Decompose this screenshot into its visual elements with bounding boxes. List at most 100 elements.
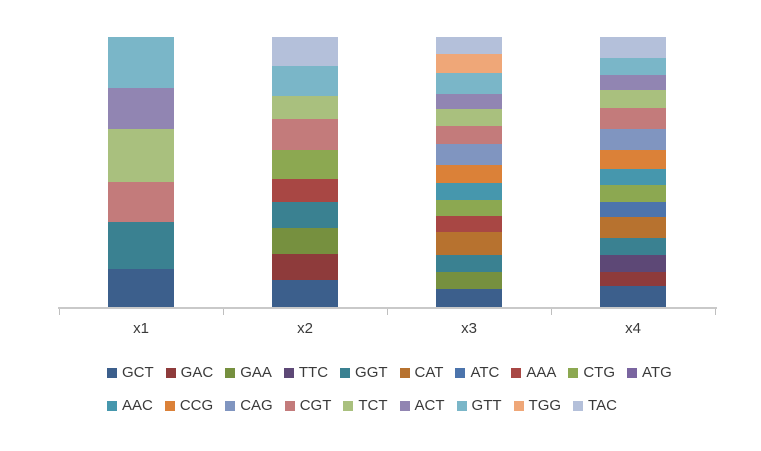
legend-swatch-icon	[165, 367, 176, 378]
segment-x2-TCT	[272, 95, 338, 119]
legend-label: ATG	[642, 364, 672, 381]
legend-item-TCT: TCT	[343, 397, 388, 414]
segment-x2-AAA	[272, 178, 338, 202]
segment-x3-GCT	[436, 288, 502, 307]
segment-x4-GAC	[600, 272, 666, 287]
legend-swatch-icon	[568, 367, 579, 378]
segment-x4-CAT	[600, 217, 666, 239]
segment-x1-TCT	[108, 128, 174, 183]
bar-x4	[600, 37, 666, 307]
segment-x3-CGT	[436, 125, 502, 145]
legend-swatch-icon	[164, 400, 175, 411]
segment-x2-GGT	[272, 201, 338, 229]
segment-x2-GCT	[272, 279, 338, 307]
segment-x3-CAG	[436, 144, 502, 165]
legend-swatch-icon	[284, 400, 295, 411]
legend-swatch-icon	[340, 367, 351, 378]
legend-swatch-icon	[513, 400, 524, 411]
legend-swatch-icon	[399, 400, 410, 411]
segment-x4-GCT	[600, 286, 666, 307]
legend-item-ATC: ATC	[455, 364, 499, 381]
segment-x4-TTC	[600, 255, 666, 273]
legend-item-GAA: GAA	[225, 364, 272, 381]
segment-x2-GAA	[272, 228, 338, 255]
legend-swatch-icon	[455, 367, 466, 378]
legend-item-CGT: CGT	[284, 397, 332, 414]
segment-x4-GTT	[600, 57, 666, 75]
legend-label: TCT	[358, 397, 388, 414]
segment-x4-CTG	[600, 185, 666, 203]
legend-swatch-icon	[343, 400, 354, 411]
bar-x2	[272, 37, 338, 307]
x-axis-tick	[551, 309, 552, 315]
segment-x3-AAA	[436, 215, 502, 233]
x-axis-line	[58, 307, 717, 309]
x-axis-tick	[59, 309, 60, 315]
legend-item-ACT: ACT	[399, 397, 445, 414]
legend-swatch-icon	[225, 400, 236, 411]
legend-swatch-icon	[627, 367, 638, 378]
segment-x2-GTT	[272, 65, 338, 96]
segment-x3-ACT	[436, 93, 502, 110]
segment-x2-CTG	[272, 150, 338, 179]
legend-item-CAG: CAG	[225, 397, 273, 414]
segment-x3-TGG	[436, 54, 502, 73]
legend-label: CGT	[299, 397, 332, 414]
segment-x2-TAC	[272, 37, 338, 66]
legend-label: AAC	[122, 397, 153, 414]
legend-label: GGT	[355, 364, 388, 381]
legend-item-AAC: AAC	[107, 397, 153, 414]
legend-item-TGG: TGG	[513, 397, 561, 414]
legend-label: CTG	[583, 364, 616, 381]
legend-item-GAC: GAC	[165, 364, 214, 381]
x-axis-tick	[715, 309, 716, 315]
segment-x4-ATC	[600, 202, 666, 218]
legend-swatch-icon	[225, 367, 236, 378]
segment-x4-TCT	[600, 90, 666, 109]
legend-label: CCG	[179, 397, 214, 414]
segment-x3-GTT	[436, 72, 502, 94]
chart-legend: GCT GAC GAA TTC GGT CAT ATC AAA CTG ATG AAC CCG CAG C…	[107, 364, 684, 430]
segment-x3-CAT	[436, 232, 502, 255]
legend-item-GCT: GCT	[107, 364, 154, 381]
segment-x4-CCG	[600, 149, 666, 169]
segment-x4-AAC	[600, 168, 666, 186]
legend-item-ATG: ATG	[627, 364, 672, 381]
segment-x3-AAC	[436, 183, 502, 200]
segment-x1-CGT	[108, 182, 174, 223]
legend-row-2: AAC CCG CAG CGT TCT ACT GTT TGG TAC	[107, 397, 684, 414]
segment-x1-ACT	[108, 88, 174, 129]
segment-x1-GCT	[108, 268, 174, 307]
segment-x3-GGT	[436, 254, 502, 273]
bar-x1	[108, 37, 174, 307]
legend-item-AAA: AAA	[511, 364, 556, 381]
legend-label: ACT	[414, 397, 445, 414]
segment-x1-GGT	[108, 222, 174, 269]
legend-label: CAT	[414, 364, 444, 381]
segment-x4-CGT	[600, 108, 666, 129]
segment-x2-GAC	[272, 254, 338, 280]
category-label-x1: x1	[133, 320, 149, 337]
segment-x4-TAC	[600, 37, 666, 58]
legend-label: TAC	[588, 397, 617, 414]
legend-label: TTC	[298, 364, 329, 381]
segment-x4-GGT	[600, 238, 666, 256]
legend-item-TTC: TTC	[283, 364, 329, 381]
legend-label: GTT	[471, 397, 502, 414]
legend-swatch-icon	[573, 400, 584, 411]
legend-label: GAC	[180, 364, 214, 381]
x-axis-tick	[223, 309, 224, 315]
legend-label: CAG	[240, 397, 273, 414]
legend-item-CCG: CCG	[164, 397, 214, 414]
legend-label: AAA	[526, 364, 557, 381]
legend-item-TAC: TAC	[573, 397, 617, 414]
legend-item-GGT: GGT	[340, 364, 388, 381]
bar-x3	[436, 37, 502, 307]
legend-swatch-icon	[511, 367, 522, 378]
category-label-x3: x3	[461, 320, 477, 337]
segment-x4-ACT	[600, 74, 666, 91]
legend-label: ATC	[470, 364, 500, 381]
segment-x1-GTT	[108, 37, 174, 89]
